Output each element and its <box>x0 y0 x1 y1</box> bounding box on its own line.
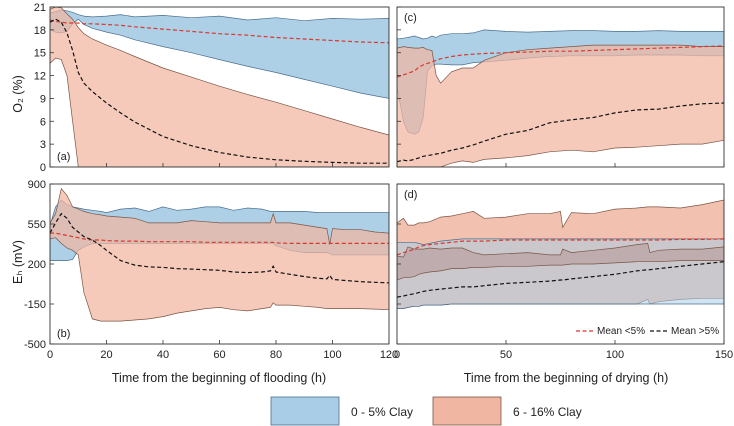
y-tick-label-b: -150 <box>24 299 46 311</box>
legend-swatch-high-clay <box>432 396 502 426</box>
series-high-clay-inner-range-d <box>397 243 724 281</box>
mean-legend: Mean <5% Mean >5% <box>576 326 719 337</box>
series-mean-low-clay-d <box>397 238 724 256</box>
x-tick-label-b: 120 <box>380 349 398 361</box>
legend: 0 - 5% Clay 6 - 16% Clay <box>270 396 582 426</box>
x-tick-label-b: 0 <box>47 349 53 361</box>
mean-legend-high-label: Mean >5% <box>671 326 719 337</box>
series-mean-low-clay-c <box>397 45 724 78</box>
series-mean-high-clay-a <box>50 18 389 164</box>
o2-y-axis-label: O₂ (%) <box>11 75 25 113</box>
y-tick-label-b: 550 <box>28 219 46 231</box>
eh-y-axis-label: Eₕ (mV) <box>11 240 25 284</box>
series-mean-high-clay-d <box>397 261 724 298</box>
x-tick-label-b: 60 <box>213 349 225 361</box>
panel-c: (c) <box>396 6 725 168</box>
x-tick-label-b: 80 <box>270 349 282 361</box>
y-tick-label-a: 12 <box>34 71 46 83</box>
series-mean-high-clay-b <box>50 212 389 284</box>
plot-area-c <box>397 29 724 167</box>
x-tick-label-b: 40 <box>157 349 169 361</box>
x-tick-label-d: 100 <box>606 349 624 361</box>
legend-swatch-low-clay <box>270 396 340 426</box>
y-tick-label-b: 900 <box>28 179 46 191</box>
panel-label-d: (d) <box>404 189 417 201</box>
y-tick-label-b: -500 <box>24 339 46 351</box>
panel-label-a: (a) <box>57 151 70 163</box>
y-tick-label-a: 21 <box>34 2 46 14</box>
panel-a: 0 3 6 9 12 15 18 21 (a) <box>34 2 390 174</box>
y-tick-label-b: 200 <box>28 259 46 271</box>
dry-x-axis-label: Time from the beginning of drying (h) <box>464 371 669 385</box>
legend-label-low-clay: 0 - 5% Clay <box>351 405 413 419</box>
x-tick-label-b: 20 <box>100 349 112 361</box>
panel-label-b: (b) <box>57 328 70 340</box>
series-high-clay-range-c <box>397 44 724 167</box>
x-tick-label-d: 0 <box>394 349 400 361</box>
x-tick-label-d: 150 <box>715 349 733 361</box>
series-low-clay-range-a <box>50 9 389 99</box>
series-mean-high-clay-c <box>397 102 724 163</box>
plot-frame-c <box>396 6 725 168</box>
series-high-clay-range-a <box>50 7 389 167</box>
y-tick-label-a: 18 <box>34 25 46 37</box>
y-tick-label-a: 3 <box>40 139 46 151</box>
panel-label-c: (c) <box>404 12 417 24</box>
plot-area-a <box>50 7 389 167</box>
panel-b: -500 -150 200 550 900 0 20 40 60 80 100 120 (b) <box>24 179 398 361</box>
mean-legend-low-label: Mean <5% <box>597 326 645 337</box>
plot-area-b <box>50 187 389 322</box>
plot-area-d <box>397 199 724 309</box>
x-tick-label-b: 100 <box>323 349 341 361</box>
series-high-clay-range-b <box>50 187 389 322</box>
y-tick-label-a: 0 <box>40 162 46 174</box>
panel-d: 0 50 100 150 (d) <box>394 183 733 361</box>
series-mean-low-clay-a <box>50 19 389 44</box>
y-tick-label-a: 6 <box>40 116 46 128</box>
y-tick-label-a: 9 <box>40 93 46 105</box>
legend-label-high-clay: 6 - 16% Clay <box>513 405 582 419</box>
y-tick-label-a: 15 <box>34 48 46 60</box>
flood-x-axis-label: Time from the beginning of flooding (h) <box>112 371 326 385</box>
series-mean-low-clay-b <box>50 232 389 244</box>
x-tick-label-d: 50 <box>500 349 512 361</box>
